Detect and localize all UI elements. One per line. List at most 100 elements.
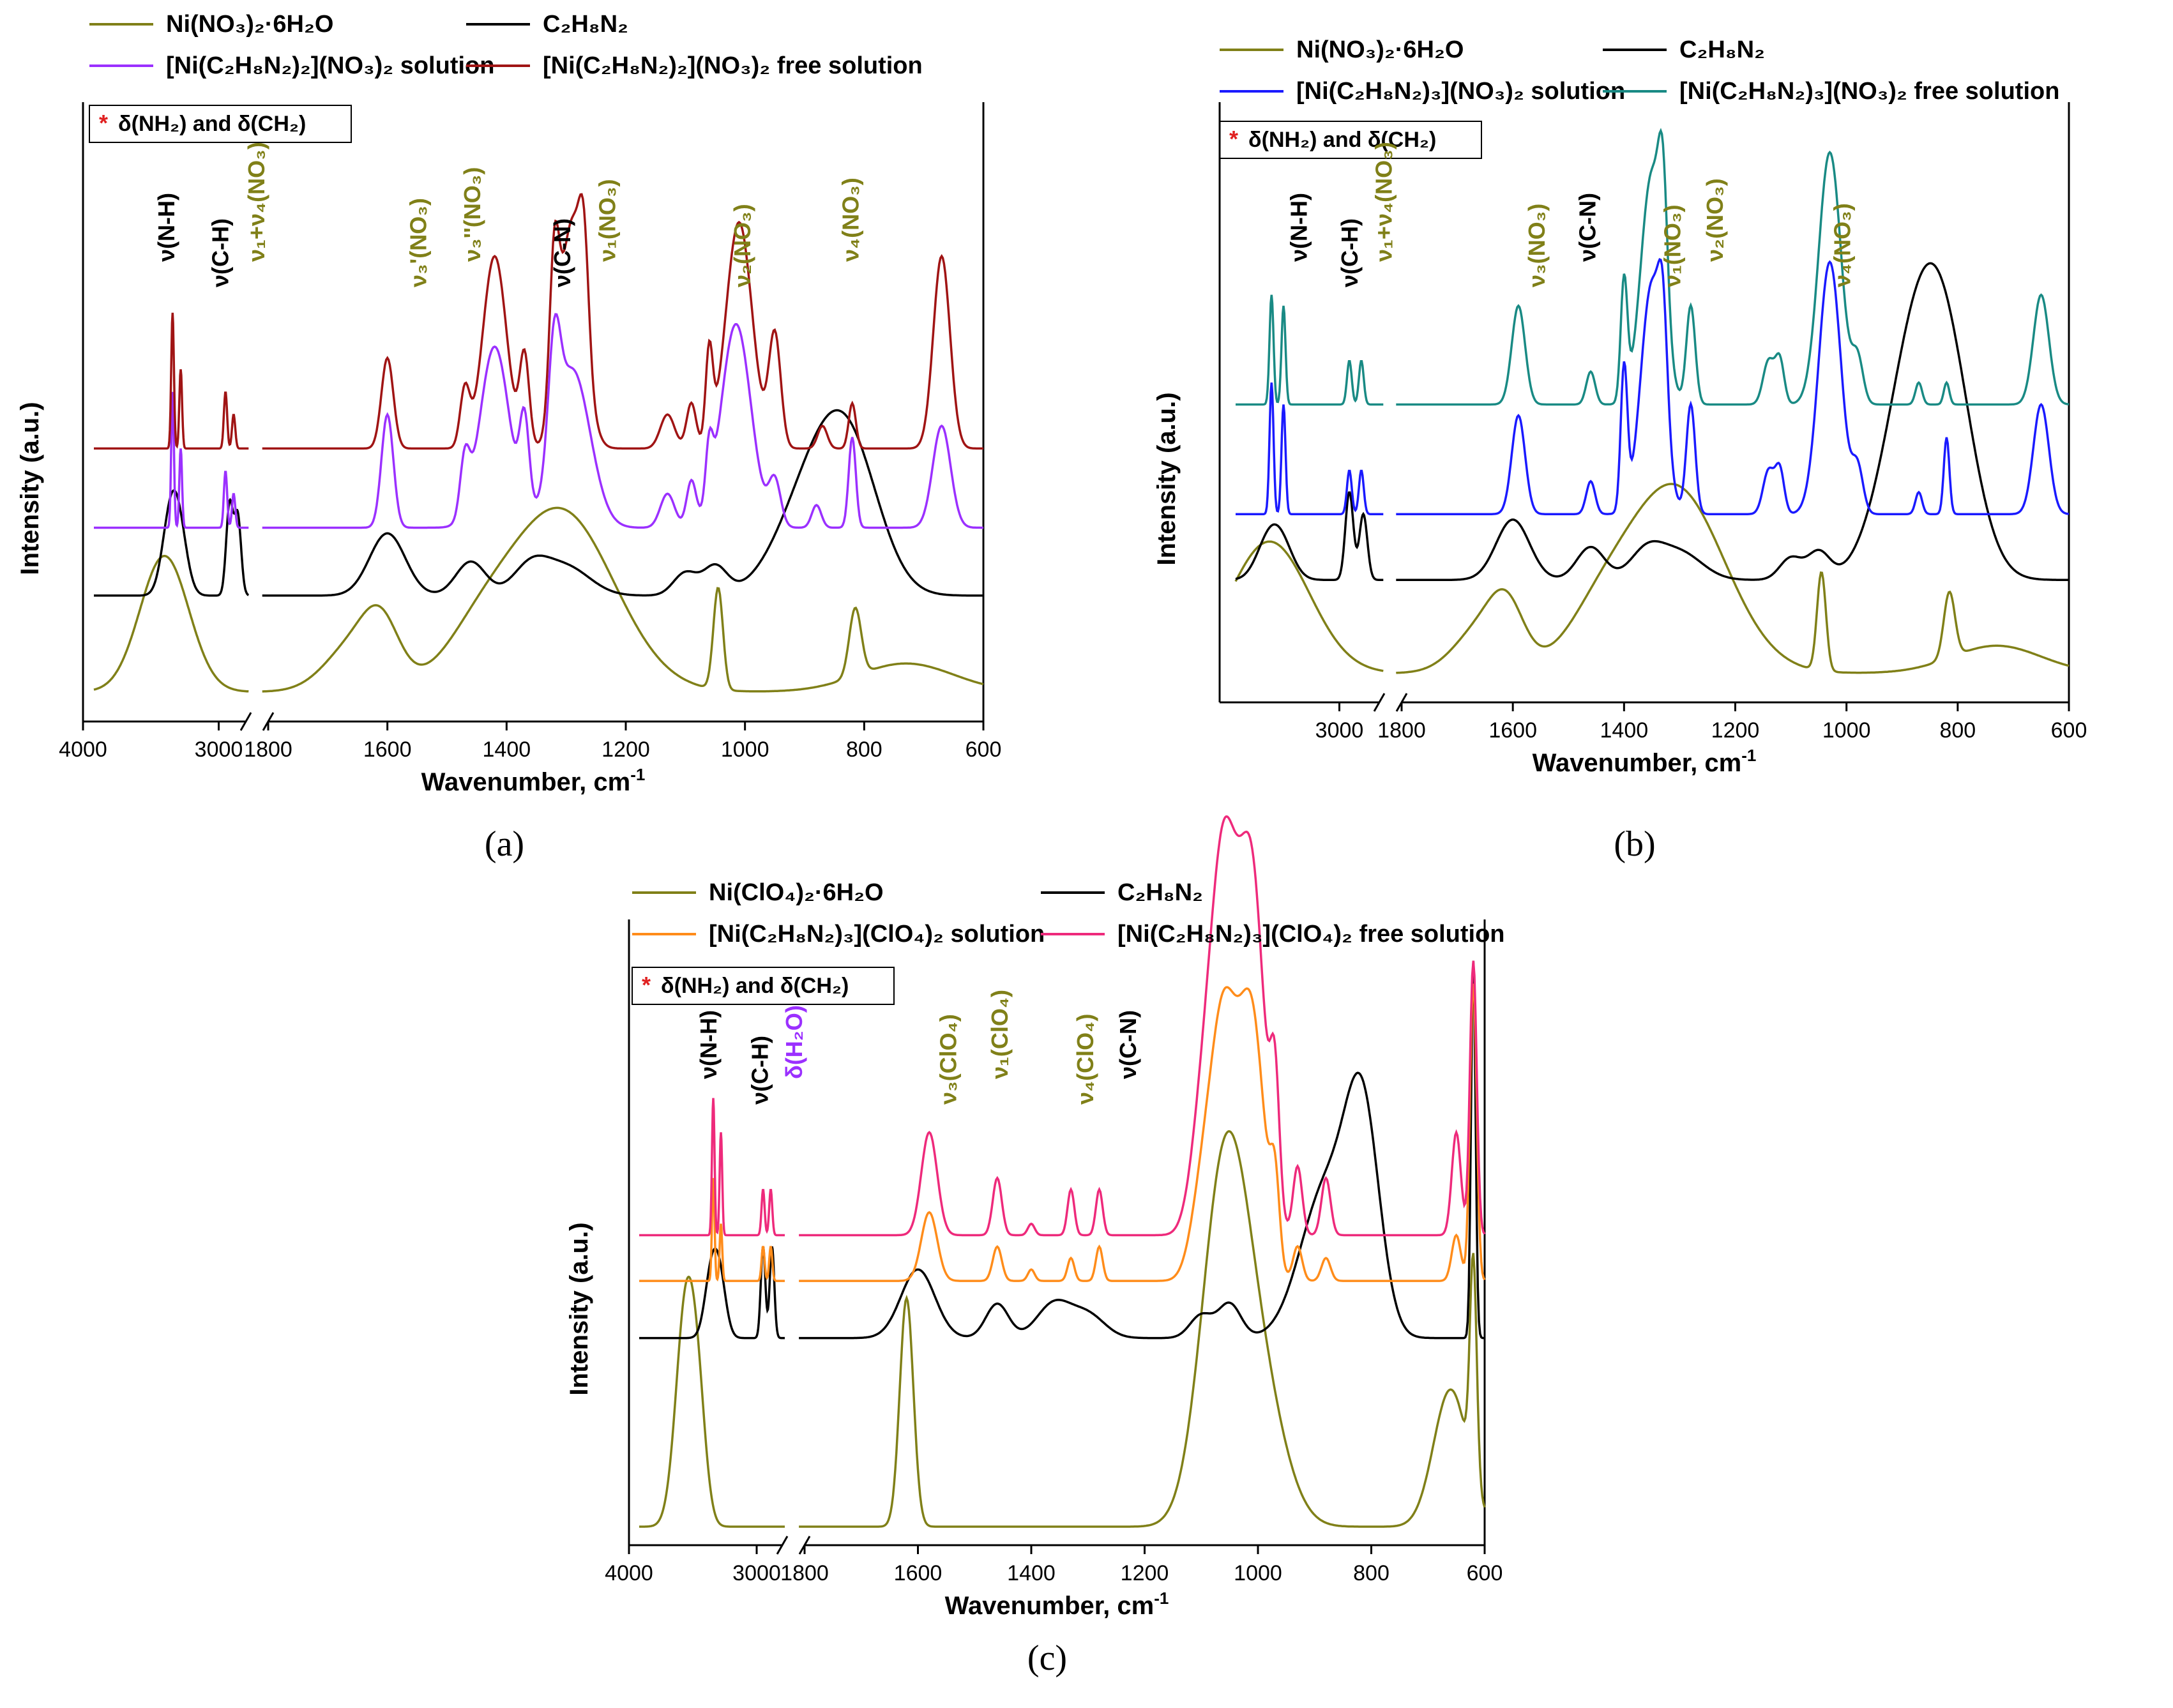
x-tick-label: 1600 [363,737,412,762]
series-line-high-1 [93,555,249,693]
series-line-low-3 [1396,258,2070,515]
legend-star-icon: * [99,110,108,136]
band-annotation: ν₂(NO₃) [729,204,755,287]
series-line-high-4 [1236,294,1384,406]
legend-entry: C₂H₈N₂ [1679,36,1765,63]
band-annotation: ν₁(NO₃) [1660,204,1686,287]
panel-label: (a) [485,824,524,864]
series-line-low-2 [262,409,983,597]
band-annotation: δ(H₂O) [781,1005,807,1079]
x-tick-label: 1800 [244,737,292,762]
band-annotation: ν₃(NO₃) [1524,204,1550,287]
x-tick-label: 1000 [1822,718,1871,743]
band-annotation: ν(C-H) [1336,218,1363,287]
series-line-high-2 [1235,491,1384,582]
x-tick-label: 1400 [483,737,531,762]
x-tick-label: 4000 [59,737,107,762]
x-axis-title: Wavenumber, cm-1 [945,1589,1169,1620]
legend-entry: [Ni(C₂H₈N₂)₂](NO₃)₂ free solution [543,52,923,79]
chart-panel-2: 3000 1800 1600 1400 1200 1000 800 600 Wavenumber… [1153,36,2087,864]
legend-entry: [Ni(C₂H₈N₂)₃](NO₃)₂ free solution [1679,78,2059,105]
band-annotation: ν₁+ν₄(NO₃) [243,142,269,262]
legend-entry: Ni(NO₃)₂·6H₂O [166,11,333,38]
legend-entry: Ni(NO₃)₂·6H₂O [1296,36,1464,63]
x-tick-label: 1200 [1711,718,1760,743]
legend-entry: [Ni(C₂H₈N₂)₃](ClO₄)₂ free solution [1117,921,1505,948]
legend-star-text: δ(NH₂) and δ(CH₂) [661,974,849,998]
legend-entry: C₂H₈N₂ [1117,879,1203,906]
x-tick-label: 1400 [1600,718,1649,743]
series-line-high-1 [639,1275,785,1528]
band-annotation: ν₃'(NO₃) [405,198,432,287]
x-axis-title-sup: -1 [1154,1589,1169,1608]
x-tick-label: 800 [846,737,882,762]
series-line-high-4 [639,1098,785,1237]
band-annotation: ν₃(ClO₄) [935,1014,961,1105]
x-tick-label: 1800 [1377,718,1426,743]
series-line-high-4 [94,312,249,450]
x-tick-label: 600 [2051,718,2087,743]
band-annotation: ν(N-H) [1285,193,1312,262]
x-tick-label: 1400 [1007,1561,1056,1585]
chart-panel-1: 4000 3000 1800 1600 1400 1200 1000 800 600 Wavenu… [16,11,1001,864]
x-tick-label: 800 [1939,718,1976,743]
band-annotation: ν₁(ClO₄) [987,990,1013,1079]
band-annotation: ν(N-H) [695,1010,722,1079]
series-line-high-3 [639,1177,785,1282]
series-line-low-1 [799,1130,1486,1528]
axis-break-mark [239,712,252,731]
legend-star-box [632,967,895,1005]
band-annotation: ν(C-N) [1575,193,1601,262]
band-annotation: ν₁(NO₃) [594,179,621,262]
legend-entry: [Ni(C₂H₈N₂)₃](NO₃)₂ solution [1296,78,1625,105]
band-annotation: ν₄(ClO₄) [1072,1014,1098,1105]
axis-break-mark [776,1536,789,1555]
series-line-high-2 [94,489,250,597]
series-line-low-2 [1396,262,2070,582]
x-axis-title: Wavenumber, cm-1 [421,765,646,796]
legend-entry: C₂H₈N₂ [543,11,628,38]
x-tick-label: 4000 [605,1561,653,1585]
x-tick-label: 600 [1467,1561,1503,1585]
x-tick-label: 3000 [732,1561,781,1585]
band-annotation: ν(C-H) [747,1036,773,1105]
x-tick-label: 1200 [602,737,650,762]
x-tick-label: 1800 [780,1561,829,1585]
series-line-high-3 [1236,382,1384,515]
legend-entry: Ni(ClO₄)₂·6H₂O [709,879,884,906]
legend-entry: [Ni(C₂H₈N₂)₂](NO₃)₂ solution [166,52,494,79]
x-tick-label: 1000 [1234,1561,1282,1585]
legend-star-box [89,105,352,143]
x-tick-label: 3000 [195,737,243,762]
series-line-low-1 [262,506,984,693]
x-tick-label: 1000 [721,737,769,762]
series-line-low-4 [799,815,1486,1237]
band-annotation: ν₄(NO₃) [837,178,863,262]
x-tick-label: 3000 [1315,718,1364,743]
x-tick-label: 1200 [1121,1561,1169,1585]
band-annotation: ν₃''(NO₃) [459,167,485,262]
y-axis-title: Intensity (a.u.) [565,1222,593,1395]
chart-panel-3: 4000 3000 1800 1600 1400 1200 1000 800 600 Wavenu… [565,815,1505,1678]
legend-star-icon: * [1229,126,1238,152]
band-annotation: ν₄(NO₃) [1829,203,1856,287]
series-line-high-3 [94,391,249,529]
legend-entry: [Ni(C₂H₈N₂)₃](ClO₄)₂ solution [709,921,1045,948]
x-tick-label: 800 [1353,1561,1389,1585]
y-axis-title: Intensity (a.u.) [16,402,44,575]
x-axis-title-sup: -1 [1741,746,1756,765]
band-annotation: ν(N-H) [153,193,179,262]
panel-label: (c) [1027,1638,1067,1678]
x-tick-label: 1600 [1488,718,1537,743]
y-axis-title: Intensity (a.u.) [1153,392,1181,565]
x-tick-label: 600 [965,737,1002,762]
legend-star-icon: * [642,972,651,998]
series-line-high-1 [1234,540,1384,672]
x-axis-title-sup: -1 [630,765,645,784]
x-tick-label: 1600 [894,1561,943,1585]
band-annotation: ν₂(NO₃) [1702,178,1728,262]
panel-label: (b) [1614,824,1655,864]
x-axis-title: Wavenumber, cm-1 [1533,746,1757,777]
band-annotation: ν(C-N) [549,218,575,287]
